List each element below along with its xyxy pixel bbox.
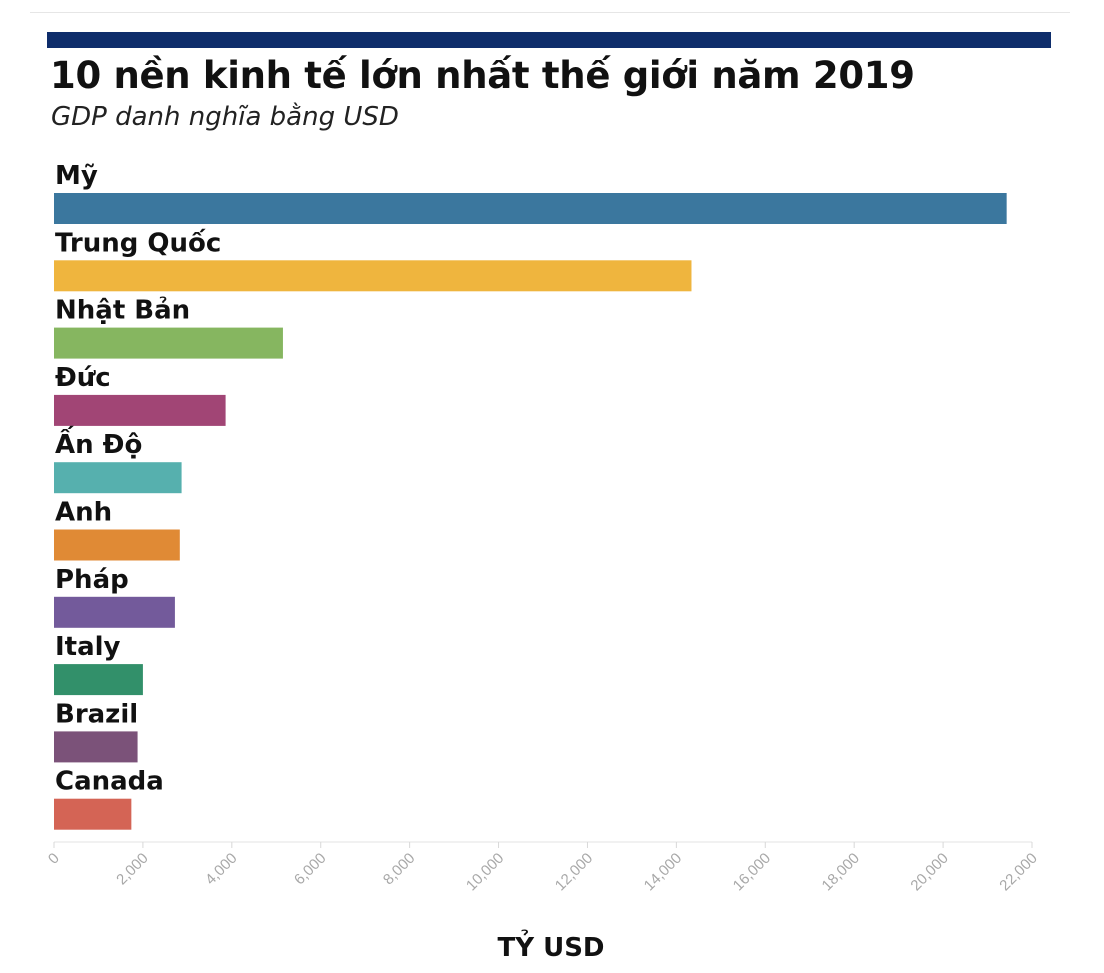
x-tick-label: 8,000 xyxy=(380,850,419,889)
bar-anh xyxy=(54,529,180,561)
category-label-canada: Canada xyxy=(55,767,164,797)
category-label-italy: Italy xyxy=(55,632,121,662)
x-tick-label: 4,000 xyxy=(202,850,241,889)
category-label-brazil: Brazil xyxy=(55,699,138,729)
x-tick-label: 6,000 xyxy=(291,850,330,889)
x-tick-label: 2,000 xyxy=(113,850,152,889)
bar-brazil xyxy=(54,731,138,763)
x-tick-label: 14,000 xyxy=(641,850,685,894)
x-tick-label: 16,000 xyxy=(730,850,774,894)
category-label-nhat-ban: Nhật Bản xyxy=(55,295,190,326)
chart-title: 10 nền kinh tế lớn nhất thế giới năm 201… xyxy=(50,54,915,97)
bar-italy xyxy=(54,664,143,696)
category-label-an-do: Ấn Độ xyxy=(55,424,142,460)
bars-group: Mỹ Trung Quốc Nhật Bản Đức Ấn Độ Anh Pháp Italy… xyxy=(54,161,1007,830)
bar-duc xyxy=(54,394,226,426)
bar-nhat-ban xyxy=(54,327,283,359)
bar-an-do xyxy=(54,462,182,494)
top-divider xyxy=(30,12,1070,13)
chart-subtitle: GDP danh nghĩa bằng USD xyxy=(51,102,399,132)
x-tick-label: 22,000 xyxy=(996,850,1040,894)
header-accent-bar xyxy=(47,32,1051,48)
x-tick-label: 12,000 xyxy=(552,850,596,894)
category-label-duc: Đức xyxy=(55,363,111,393)
bar-canada xyxy=(54,798,132,830)
bar-trung-quoc xyxy=(54,260,692,292)
category-label-my: Mỹ xyxy=(55,161,98,191)
x-axis-title: TỶ USD xyxy=(497,928,604,963)
x-tick-label: 10,000 xyxy=(463,850,507,894)
x-tick-label: 18,000 xyxy=(819,850,863,894)
x-axis: 0 2,000 4,000 6,000 8,000 10,000 12,000 14,000 1… xyxy=(45,841,1041,894)
bar-phap xyxy=(54,596,175,628)
category-label-trung-quoc: Trung Quốc xyxy=(55,227,221,258)
category-label-phap: Pháp xyxy=(55,565,129,595)
x-tick-label: 0 xyxy=(45,850,63,868)
category-label-anh: Anh xyxy=(55,498,112,528)
bar-my xyxy=(54,193,1007,224)
x-tick-label: 20,000 xyxy=(907,850,951,894)
